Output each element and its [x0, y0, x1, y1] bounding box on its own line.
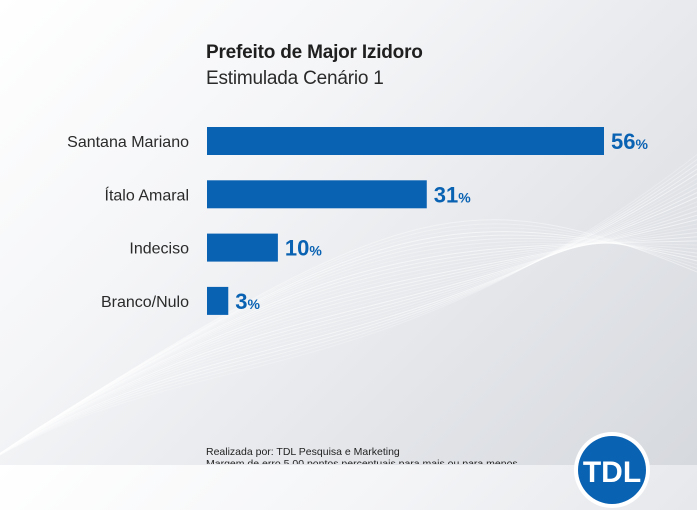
category-label: Indeciso: [129, 241, 189, 258]
category-label: Branco/Nulo: [101, 294, 189, 311]
bar: [207, 234, 278, 262]
value-label: 10%: [285, 236, 322, 261]
footer-note: Realizada por: TDL Pesquisa e Marketing …: [206, 446, 518, 470]
value-label: 31%: [434, 182, 471, 207]
category-label: Santana Mariano: [67, 134, 189, 151]
footer-credit: Realizada por: TDL Pesquisa e Marketing: [206, 446, 400, 458]
bar: [207, 287, 228, 315]
bar: [207, 180, 427, 208]
logo-text: TDL: [583, 456, 641, 489]
value-label: 56%: [611, 129, 648, 154]
category-label: Ítalo Amaral: [105, 185, 189, 204]
bar: [207, 127, 604, 155]
value-label: 3%: [235, 289, 260, 314]
bar-chart: Santana Mariano 56% Ítalo Amaral 31% Indecis…: [0, 0, 697, 465]
tdl-logo: TDL: [572, 430, 652, 510]
footer-margin-of-error: Margem de erro 5,00 pontos percentuais p…: [206, 458, 518, 470]
